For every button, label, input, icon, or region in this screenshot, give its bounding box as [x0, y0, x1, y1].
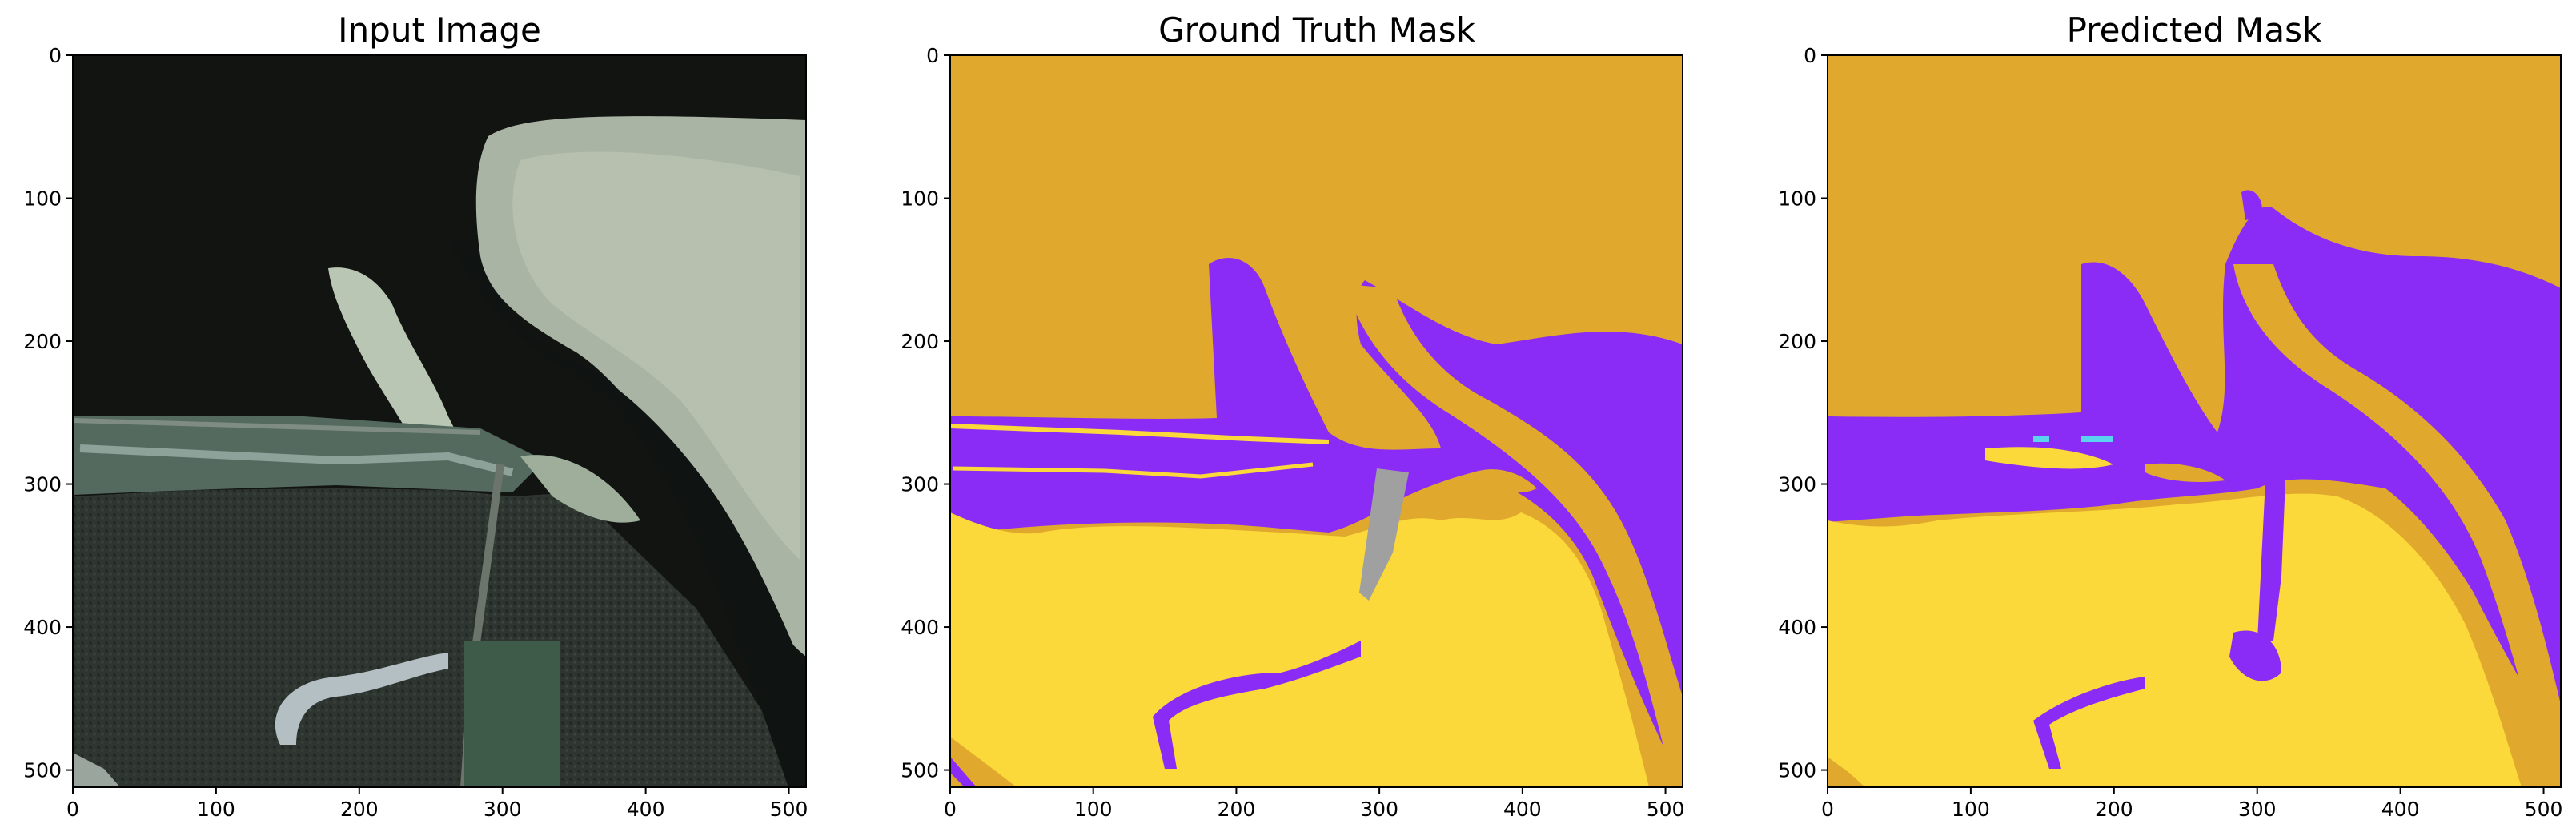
x-tick-label: 200 — [2095, 798, 2133, 821]
y-tick-label: 100 — [1778, 187, 1816, 211]
y-tick-label: 200 — [23, 330, 62, 353]
y-tick-label: 400 — [23, 616, 62, 639]
satellite-image — [73, 55, 806, 787]
x-tick-label: 400 — [1503, 798, 1542, 821]
y-tick-label: 0 — [49, 44, 62, 67]
axes-frame — [949, 54, 1683, 788]
x-tick-label: 200 — [1218, 798, 1256, 821]
x-tick-label: 400 — [2381, 798, 2420, 821]
panel-title: Ground Truth Mask — [1158, 10, 1475, 50]
y-tick-label: 200 — [901, 330, 939, 353]
y-tick-label: 400 — [1778, 616, 1816, 639]
y-tick-label: 300 — [901, 473, 939, 496]
x-tick-label: 100 — [197, 798, 235, 821]
axes-frame — [1827, 54, 2562, 788]
panel-ground-truth-mask: Ground Truth Mask 0 100 200 300 400 500010020… — [901, 10, 1684, 821]
x-tick-label: 100 — [1074, 798, 1113, 821]
ground-truth-mask-image — [950, 55, 1683, 787]
y-tick-label: 0 — [926, 44, 939, 67]
panel-input-image: Input Image 0 100 200 3 — [23, 10, 808, 821]
y-tick-label: 300 — [23, 473, 62, 496]
y-tick-label: 500 — [901, 759, 939, 782]
panel-title: Predicted Mask — [2067, 10, 2322, 50]
x-tick-label: 0 — [1821, 798, 1834, 821]
x-tick-label: 400 — [627, 798, 665, 821]
x-tick-label: 0 — [944, 798, 957, 821]
y-tick-label: 100 — [901, 187, 939, 211]
y-tick-label: 0 — [1804, 44, 1816, 67]
y-tick-label: 500 — [23, 759, 62, 782]
predicted-mask-image — [1828, 55, 2561, 787]
x-tick-label: 100 — [1952, 798, 1990, 821]
x-tick-label: 500 — [770, 798, 809, 821]
x-tick-label: 300 — [1360, 798, 1398, 821]
x-tick-label: 300 — [2238, 798, 2277, 821]
axes-frame — [72, 54, 807, 788]
y-tick-label: 400 — [901, 616, 939, 639]
x-tick-label: 500 — [2525, 798, 2563, 821]
y-tick-label: 500 — [1778, 759, 1816, 782]
y-tick-label: 100 — [23, 187, 62, 211]
x-tick-label: 300 — [484, 798, 522, 821]
y-tick-label: 300 — [1778, 473, 1816, 496]
x-tick-label: 200 — [340, 798, 379, 821]
panel-title: Input Image — [338, 10, 541, 50]
x-tick-label: 0 — [66, 798, 79, 821]
y-tick-label: 200 — [1778, 330, 1816, 353]
x-tick-label: 500 — [1647, 798, 1685, 821]
